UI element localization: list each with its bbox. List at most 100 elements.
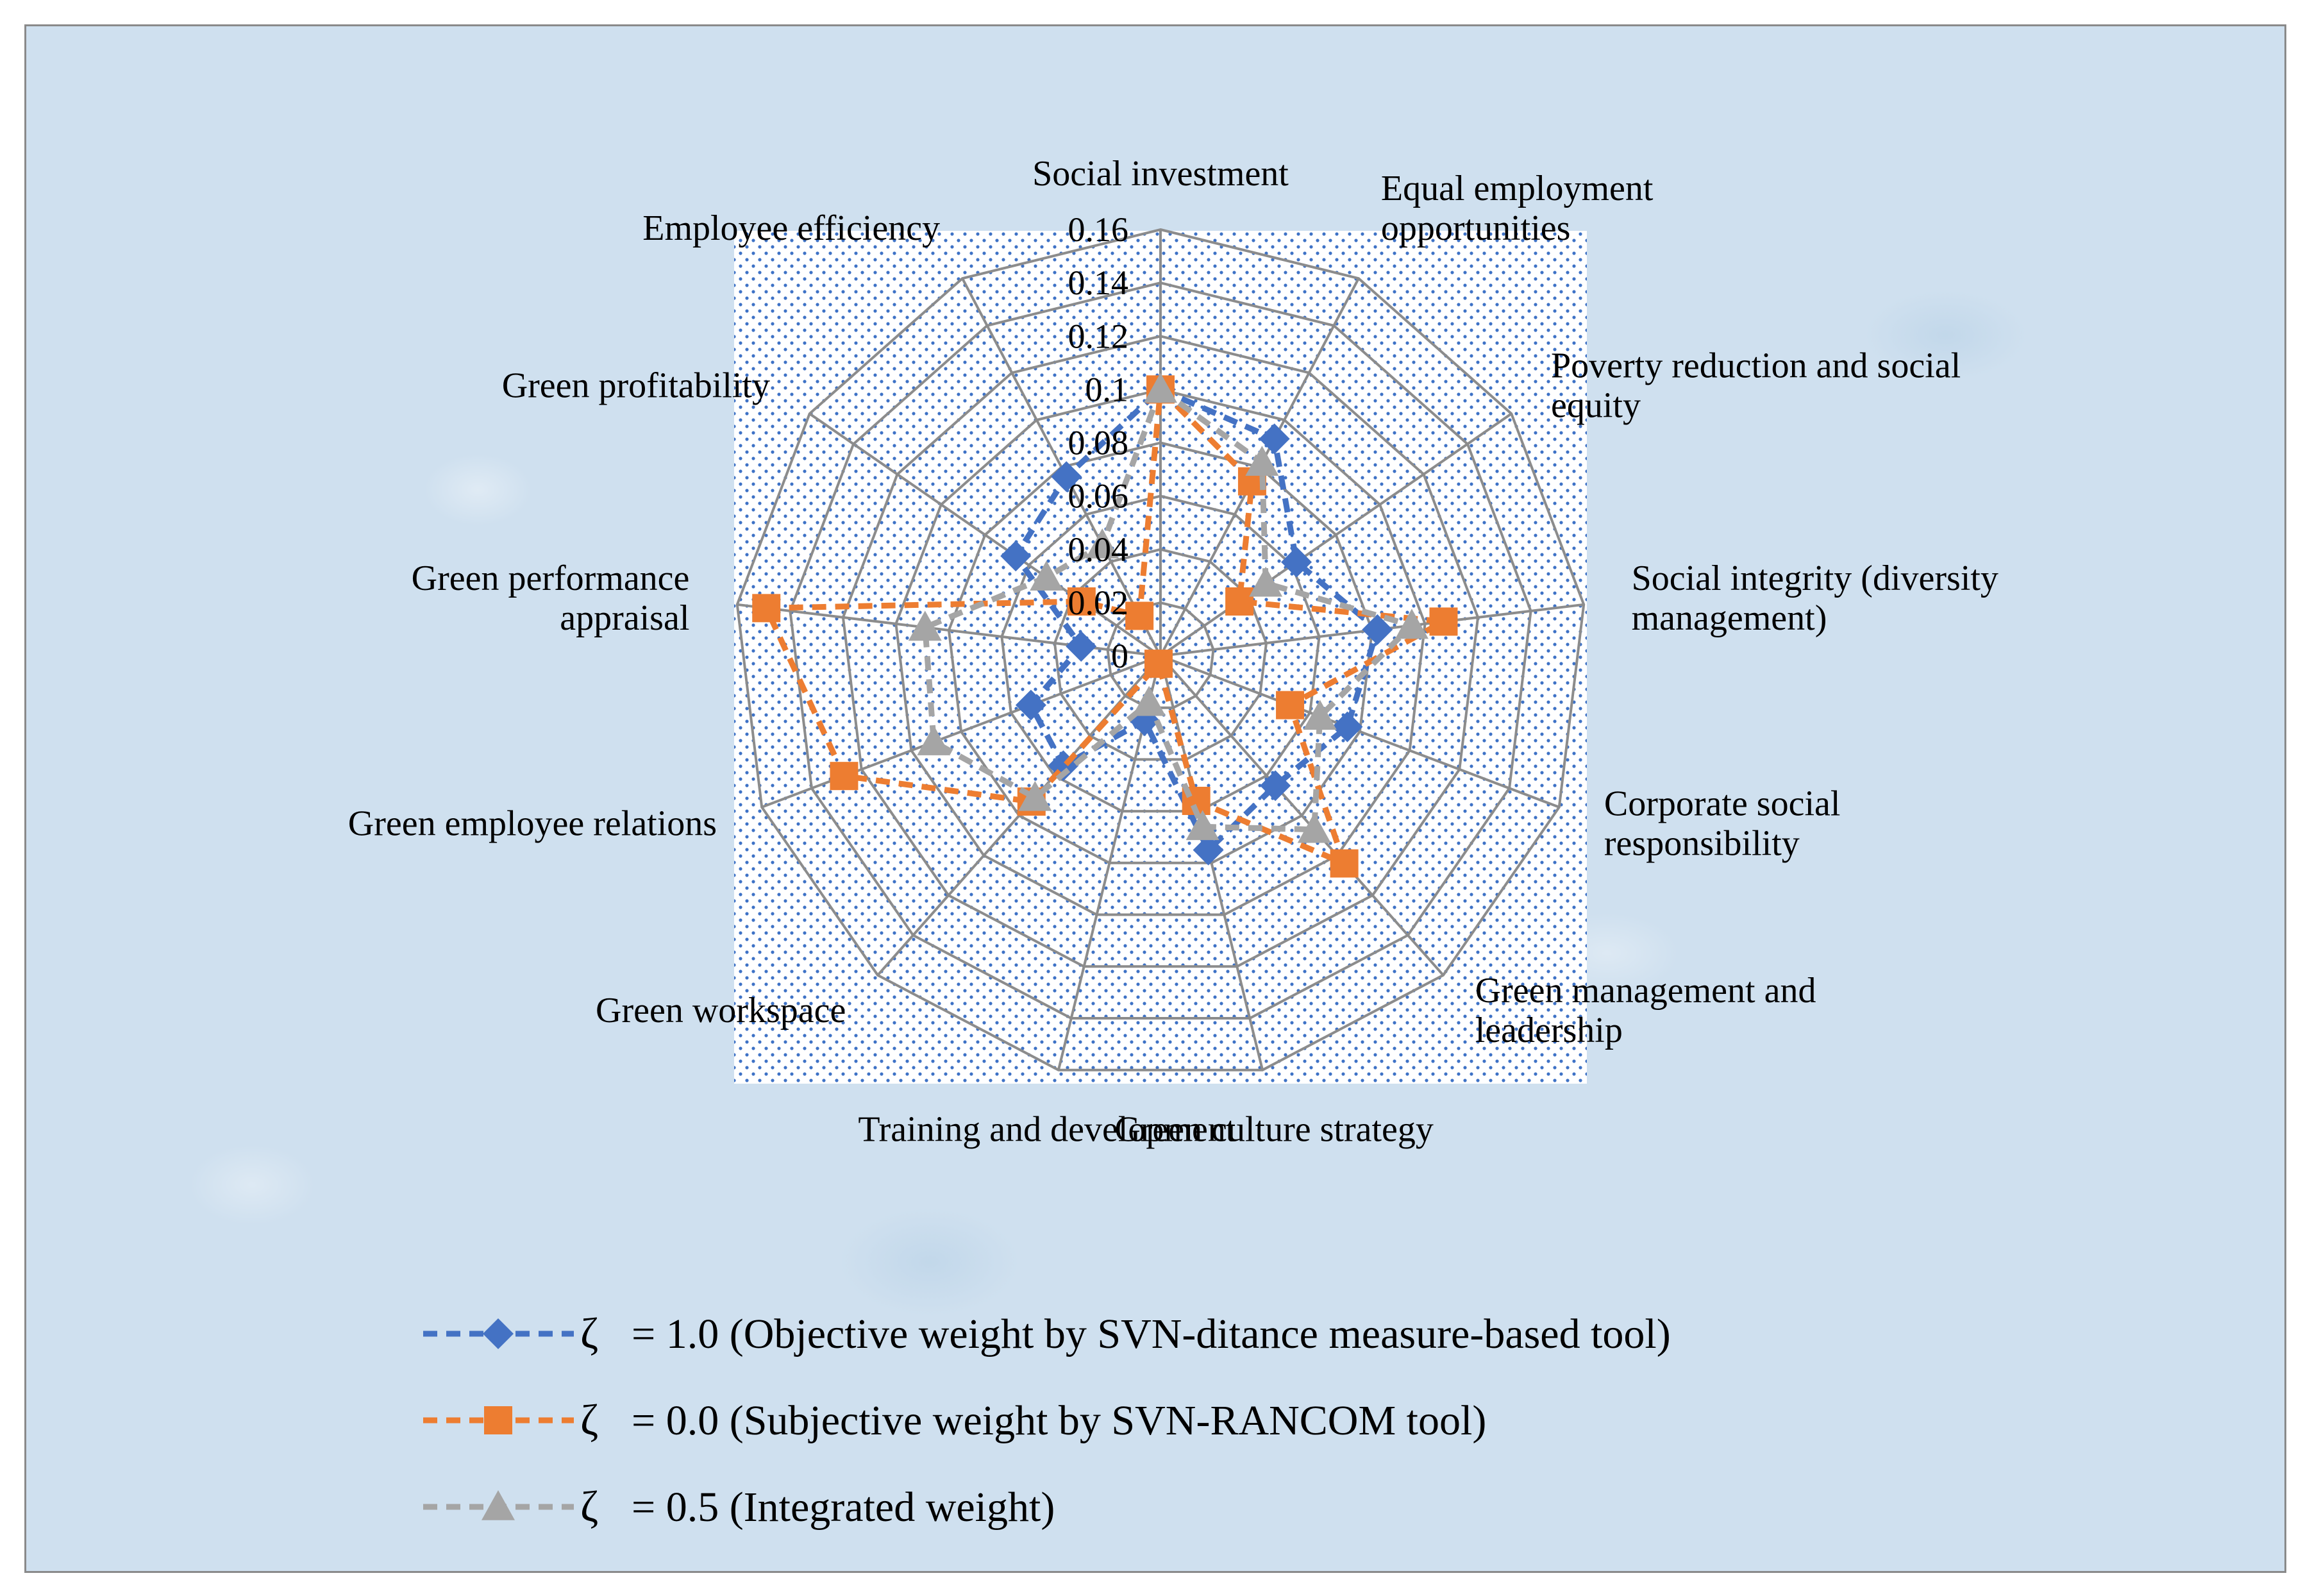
data-point — [1260, 770, 1291, 802]
category-label-line: Social integrity (diversity — [1632, 559, 1998, 598]
series-triangle — [908, 373, 1428, 843]
series-line — [1012, 386, 1380, 853]
data-point — [1249, 566, 1283, 597]
category-label-line: Green employee relations — [348, 803, 717, 843]
category-label: Training and development — [858, 1110, 1236, 1150]
legend-label: = 0.0 (Subjective weight by SVN-RANCOM t… — [632, 1397, 1486, 1444]
data-point — [1066, 630, 1097, 662]
legend-item: ζ = 0.5 (Integrated weight) — [423, 1482, 1055, 1531]
grid-ring — [841, 335, 1480, 968]
data-point — [917, 725, 951, 755]
category-label-line: Green workspace — [596, 991, 846, 1030]
legend-symbol: ζ — [580, 1309, 598, 1357]
series-layer — [752, 373, 1458, 878]
grid-spoke — [1159, 655, 1445, 977]
category-label-line: Green performance — [412, 559, 690, 598]
category-label-line: opportunities — [1381, 208, 1571, 248]
tick-label: 0.08 — [1068, 424, 1129, 462]
data-point — [1018, 780, 1052, 811]
tick-label: 0.04 — [1068, 530, 1129, 569]
tick-label: 0 — [1111, 637, 1128, 675]
data-point — [1225, 587, 1254, 616]
grid-spoke — [808, 412, 1162, 657]
legend-item: ζ = 0.0 (Subjective weight by SVN-RANCOM … — [423, 1395, 1486, 1444]
category-label-line: Training and development — [858, 1110, 1236, 1150]
data-point — [1193, 834, 1224, 866]
category-label-line: appraisal — [560, 598, 689, 638]
tick-label: 0.02 — [1068, 584, 1129, 622]
grid-spoke — [1159, 412, 1512, 657]
category-label-line: equity — [1551, 386, 1641, 426]
data-point — [1144, 650, 1173, 678]
data-point — [1125, 601, 1154, 630]
data-point — [484, 1406, 512, 1434]
series-line — [763, 386, 1446, 866]
data-point — [1000, 541, 1032, 572]
grid-spoke — [1160, 655, 1560, 809]
grid-ring — [947, 441, 1374, 864]
category-label: Green workspace — [596, 991, 846, 1030]
category-label-line: Green culture strategy — [1114, 1110, 1434, 1150]
series-diamond — [1000, 374, 1393, 866]
data-point — [752, 594, 781, 623]
data-point — [1030, 560, 1064, 591]
tick-label: 0.1 — [1085, 370, 1129, 408]
data-point — [1067, 587, 1096, 616]
legend-label: = 0.5 (Integrated weight) — [632, 1484, 1055, 1531]
category-label-line: responsibility — [1604, 823, 1800, 863]
data-point — [1330, 849, 1359, 878]
legend-item: ζ = 1.0 (Objective weight by SVN-ditance … — [423, 1309, 1671, 1357]
data-point — [1144, 373, 1177, 403]
category-label: Green culture strategy — [1114, 1110, 1434, 1150]
legend-symbol: ζ — [580, 1482, 598, 1531]
series-square — [752, 375, 1458, 878]
data-point — [1281, 546, 1312, 578]
data-point — [1362, 614, 1393, 645]
data-point — [1185, 810, 1219, 841]
category-label-line: leadership — [1475, 1011, 1623, 1050]
data-point — [1051, 461, 1082, 492]
data-point — [1015, 689, 1046, 721]
category-label-line: Poverty reduction and social — [1551, 346, 1961, 386]
category-label: Green profitability — [502, 366, 770, 406]
category-label-line: Green management and — [1475, 971, 1816, 1011]
category-labels: Social investment Equal employmentopportu… — [348, 154, 1998, 1150]
series-line — [922, 386, 1415, 833]
data-point — [1132, 685, 1166, 716]
data-point — [1085, 528, 1119, 559]
category-label: Social investment — [1032, 154, 1289, 194]
category-label-line: Green profitability — [502, 366, 770, 406]
tick-label: 0.14 — [1068, 264, 1129, 302]
category-label-line: Social investment — [1032, 154, 1289, 194]
category-label-line: management) — [1632, 598, 1827, 638]
data-point — [1276, 691, 1305, 719]
category-label-line: Employee efficiency — [642, 208, 940, 248]
data-point — [1245, 446, 1279, 476]
data-point — [830, 762, 859, 791]
tick-label: 0.12 — [1068, 317, 1129, 355]
tick-label: 0.16 — [1068, 210, 1129, 249]
grid-ring — [789, 281, 1532, 1020]
grid-ring — [735, 228, 1586, 1071]
data-point — [1297, 812, 1331, 843]
tick-label: 0.06 — [1068, 477, 1129, 516]
grid-spoke — [761, 655, 1161, 809]
category-label: Employee efficiency — [642, 208, 940, 248]
data-point — [482, 1490, 515, 1520]
legend-symbol: ζ — [580, 1395, 598, 1444]
radial-tick-labels: 0 0.02 0.04 0.06 0.08 0.1 0.12 0.14 0.16 — [1068, 210, 1129, 675]
data-point — [1259, 423, 1290, 455]
data-point — [908, 610, 942, 641]
category-label-line: Corporate social — [1604, 784, 1841, 823]
data-point — [1395, 609, 1428, 639]
category-label: Green employee relations — [348, 803, 717, 843]
grid-spoke — [1159, 655, 1264, 1071]
legend: ζ = 1.0 (Objective weight by SVN-ditance … — [423, 1309, 1671, 1531]
data-point — [1332, 711, 1363, 743]
